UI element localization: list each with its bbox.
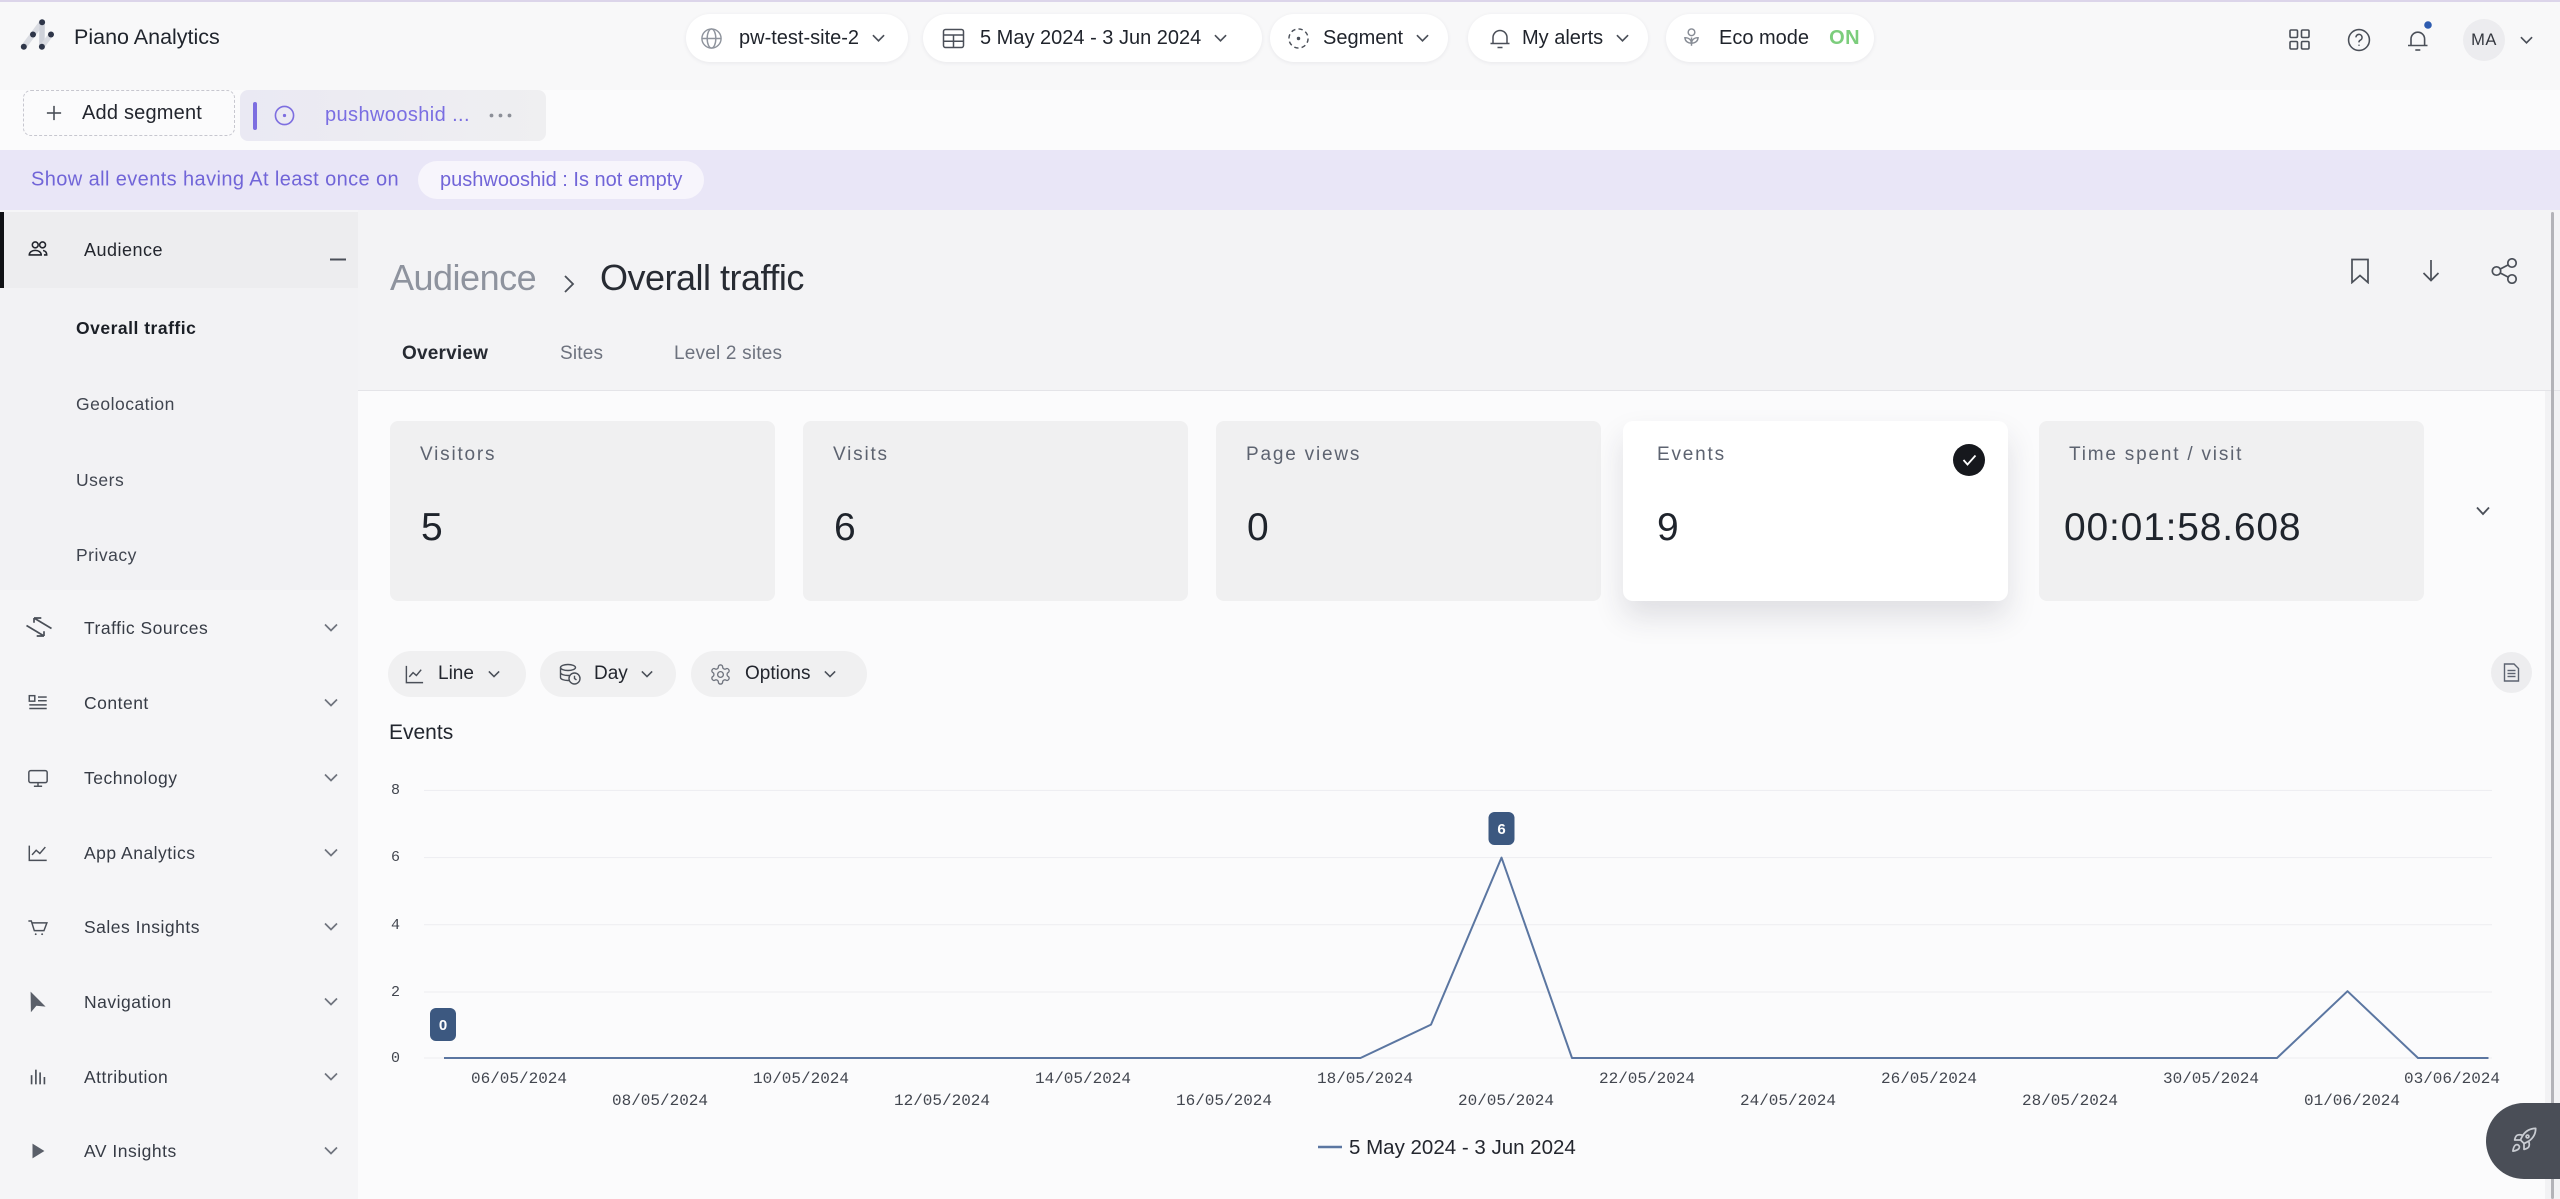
svg-text:0: 0 xyxy=(439,1017,447,1034)
svg-text:6: 6 xyxy=(1497,821,1505,838)
